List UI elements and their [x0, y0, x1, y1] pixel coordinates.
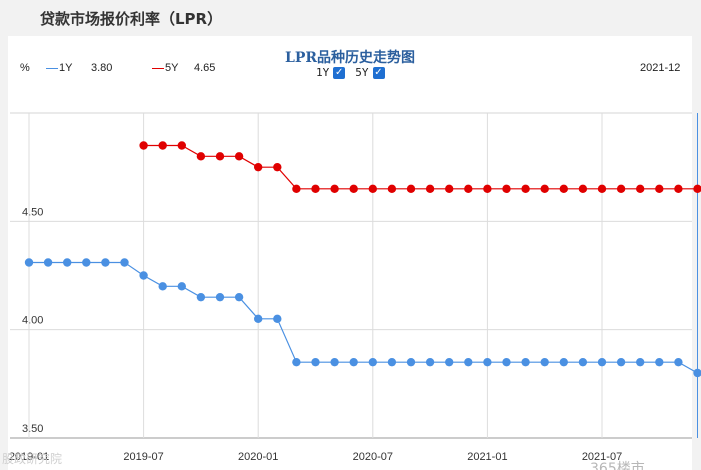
data-point-5y: [273, 162, 282, 172]
data-point-1y: [43, 258, 53, 267]
x-tick-label: 2020-07: [353, 451, 393, 463]
data-point-1y: [368, 357, 377, 367]
x-tick-label: 2019-01: [9, 451, 49, 463]
data-point-5y: [597, 184, 607, 194]
series-line-1y: [29, 261, 698, 374]
data-point-1y: [464, 357, 473, 367]
data-point-1y: [597, 357, 607, 367]
legend-5y-swatch: [152, 68, 164, 69]
data-point-5y: [559, 184, 568, 194]
data-point-1y: [120, 258, 129, 267]
x-tick-label: 2019-07: [123, 451, 163, 463]
data-point-1y: [273, 314, 282, 324]
legend-1y-value: 3.80: [91, 62, 113, 74]
data-point-5y: [578, 184, 588, 194]
data-point-5y: [674, 184, 683, 194]
x-tick-label: 2021-01: [467, 451, 507, 463]
data-point-1y: [139, 271, 148, 280]
watermark-right: 365楼市: [590, 461, 645, 470]
data-point-1y: [387, 357, 397, 367]
data-point-5y: [368, 184, 377, 194]
data-point-5y: [196, 152, 206, 161]
x-tick-label: 2021-07: [582, 451, 622, 463]
data-point-5y: [215, 152, 225, 161]
legend-1y-name: 1Y: [59, 62, 73, 74]
series-toggles: 1Y ✓ 5Y ✓: [316, 66, 385, 79]
data-point-5y: [292, 184, 301, 194]
data-point-5y: [330, 184, 339, 194]
y-tick-label: 3.50: [22, 423, 43, 435]
data-point-1y: [196, 292, 206, 302]
y-tick-label: 4.50: [22, 206, 43, 218]
data-point-1y: [445, 357, 454, 367]
data-point-5y: [502, 184, 511, 194]
data-point-1y: [483, 357, 492, 367]
data-point-1y: [292, 357, 301, 367]
data-point-1y: [311, 357, 320, 367]
data-point-1y: [655, 357, 664, 367]
watermark-left: 股政研究院: [2, 452, 63, 466]
x-tick-label: 2020-01: [238, 451, 278, 463]
toggle-5y-label: 5Y: [355, 66, 369, 79]
data-point-1y: [540, 357, 549, 367]
data-point-5y: [387, 184, 397, 194]
data-point-1y: [521, 357, 530, 367]
toggle-1y-checkbox[interactable]: ✓: [333, 66, 346, 79]
data-point-5y: [445, 184, 454, 194]
data-point-1y: [101, 258, 110, 267]
data-point-1y: [177, 282, 186, 291]
unit-label: %: [20, 62, 30, 74]
data-point-5y: [425, 184, 435, 194]
data-point-5y: [234, 152, 244, 161]
data-point-1y: [693, 368, 701, 378]
data-point-5y: [464, 184, 473, 194]
data-point-5y: [521, 184, 530, 194]
data-point-5y: [158, 141, 167, 150]
series-line-5y: [143, 144, 698, 190]
data-point-1y: [559, 357, 568, 367]
data-point-5y: [693, 184, 701, 194]
data-point-5y: [311, 184, 320, 194]
data-point-1y: [578, 357, 588, 367]
data-point-5y: [616, 184, 626, 194]
page-header: 贷款市场报价利率（LPR）: [0, 0, 701, 36]
data-point-1y: [158, 282, 167, 291]
data-point-1y: [425, 357, 435, 367]
data-point-5y: [540, 184, 549, 194]
data-point-1y: [406, 357, 416, 367]
data-point-5y: [254, 162, 263, 172]
toggle-5y-checkbox[interactable]: ✓: [372, 66, 385, 79]
data-point-1y: [254, 314, 263, 324]
legend-5y-value: 4.65: [194, 62, 216, 74]
chart-panel: LPR品种历史走势图 1Y ✓ 5Y ✓: [8, 36, 692, 470]
toggle-1y-label: 1Y: [316, 66, 330, 79]
data-point-1y: [674, 357, 683, 367]
data-point-1y: [636, 357, 645, 367]
legend-1y-swatch: [46, 68, 58, 69]
data-point-1y: [349, 357, 358, 367]
latest-period-label: 2021-12: [640, 62, 681, 74]
chart-title: LPR品种历史走势图: [284, 50, 415, 66]
legend-5y-name: 5Y: [165, 62, 179, 74]
data-point-1y: [330, 357, 339, 367]
data-point-1y: [616, 357, 626, 367]
data-point-1y: [502, 357, 511, 367]
page-title: 贷款市场报价利率（LPR）: [40, 10, 223, 28]
legend-row: % 1Y 3.80 5Y 4.65 2021-12: [0, 62, 684, 76]
data-point-5y: [177, 141, 186, 150]
data-point-1y: [24, 258, 34, 267]
data-point-5y: [406, 184, 416, 194]
data-point-1y: [234, 292, 244, 302]
data-point-5y: [655, 184, 664, 194]
y-tick-label: 4.00: [22, 315, 43, 327]
data-point-1y: [62, 258, 72, 267]
data-point-5y: [139, 141, 148, 150]
data-point-5y: [636, 184, 645, 194]
data-point-5y: [483, 184, 492, 194]
data-point-1y: [82, 258, 91, 267]
data-point-1y: [215, 292, 225, 302]
data-point-5y: [349, 184, 358, 194]
